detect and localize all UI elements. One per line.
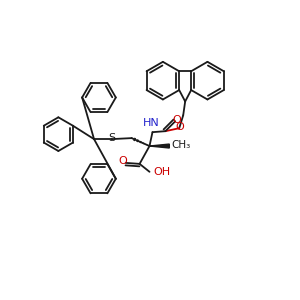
Text: HN: HN <box>143 118 160 128</box>
Text: CH₃: CH₃ <box>171 140 190 150</box>
Text: O: O <box>176 122 184 132</box>
Text: O: O <box>118 156 127 166</box>
Text: O: O <box>173 115 182 125</box>
Text: S: S <box>108 133 116 143</box>
Polygon shape <box>149 144 169 148</box>
Text: OH: OH <box>154 167 171 177</box>
